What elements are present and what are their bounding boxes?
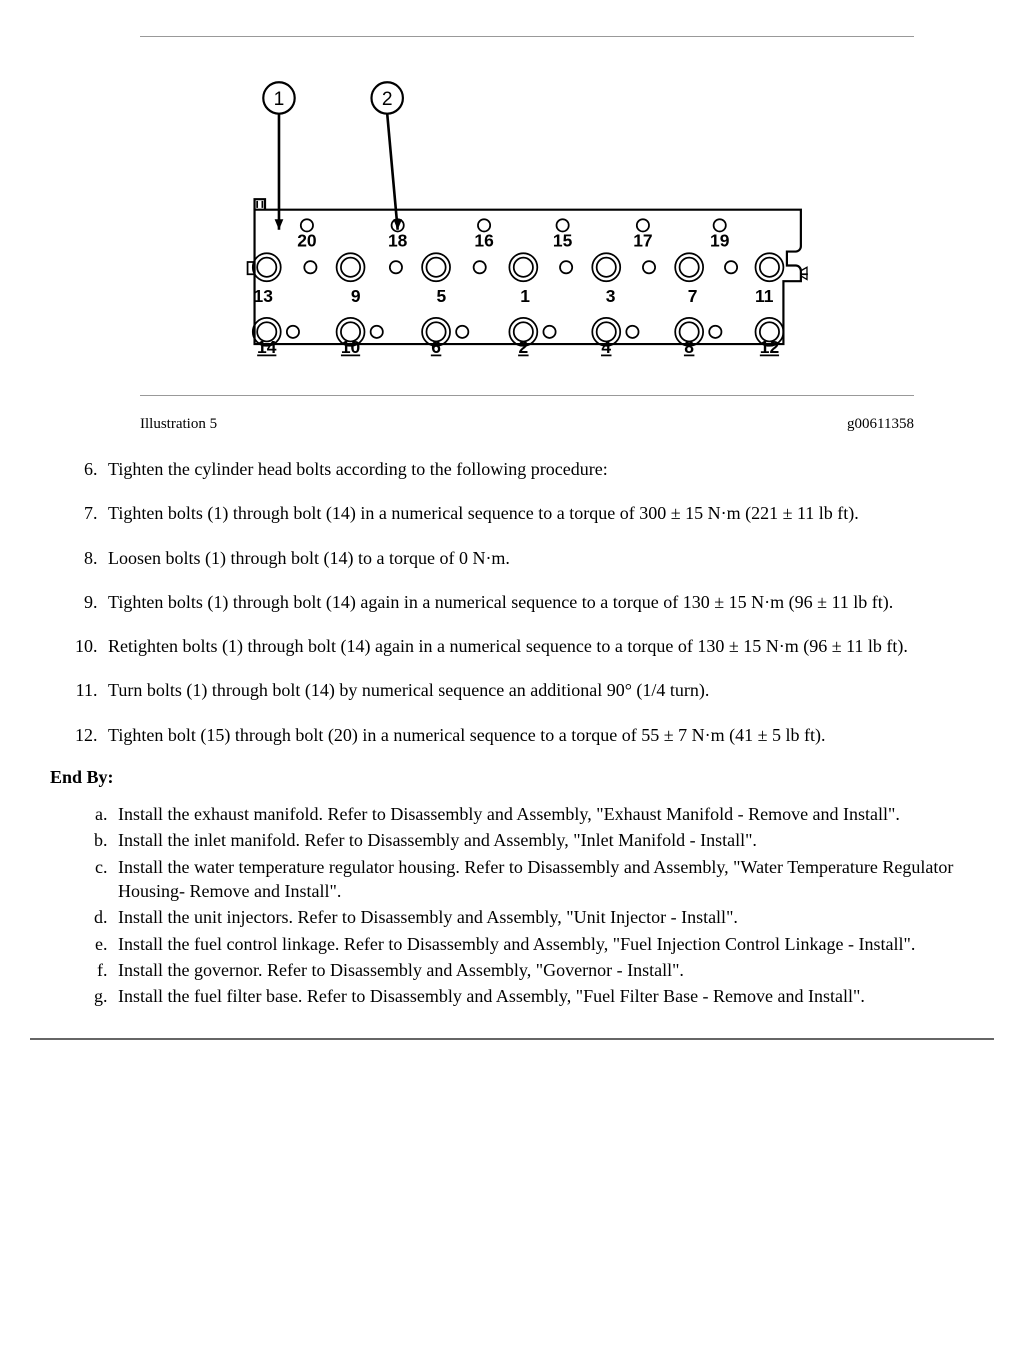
mid-rule <box>140 395 914 396</box>
procedure-steps: Tighten the cylinder head bolts accordin… <box>50 457 974 747</box>
svg-text:1: 1 <box>274 89 285 110</box>
svg-text:19: 19 <box>710 230 730 250</box>
svg-text:16: 16 <box>474 230 494 250</box>
svg-text:17: 17 <box>633 230 652 250</box>
svg-text:2: 2 <box>518 337 528 357</box>
top-rule <box>140 36 914 37</box>
bolt-sequence-diagram: 122018161517191395137111410624812 <box>202 77 822 365</box>
bottom-rule <box>30 1038 994 1040</box>
svg-text:8: 8 <box>684 337 694 357</box>
procedure-step: Tighten bolt (15) through bolt (20) in a… <box>102 723 974 747</box>
svg-text:20: 20 <box>297 230 316 250</box>
end-by-item: Install the unit injectors. Refer to Dis… <box>112 905 974 929</box>
end-by-item: Install the water temperature regulator … <box>112 855 974 904</box>
procedure-step: Tighten bolts (1) through bolt (14) in a… <box>102 501 974 525</box>
svg-text:13: 13 <box>254 286 274 306</box>
svg-text:3: 3 <box>606 286 616 306</box>
svg-text:12: 12 <box>760 337 779 357</box>
svg-text:6: 6 <box>431 337 441 357</box>
end-by-item: Install the governor. Refer to Disassemb… <box>112 958 974 982</box>
svg-text:15: 15 <box>553 230 573 250</box>
end-by-list: Install the exhaust manifold. Refer to D… <box>60 802 974 1008</box>
svg-text:5: 5 <box>436 286 446 306</box>
procedure-step: Retighten bolts (1) through bolt (14) ag… <box>102 634 974 658</box>
svg-text:2: 2 <box>382 89 393 110</box>
end-by-item: Install the exhaust manifold. Refer to D… <box>112 802 974 826</box>
procedure-step: Loosen bolts (1) through bolt (14) to a … <box>102 546 974 570</box>
end-by-item: Install the fuel filter base. Refer to D… <box>112 984 974 1008</box>
end-by-item: Install the fuel control linkage. Refer … <box>112 932 974 956</box>
end-by-item: Install the inlet manifold. Refer to Dis… <box>112 828 974 852</box>
svg-text:10: 10 <box>341 337 360 357</box>
svg-text:4: 4 <box>601 337 611 357</box>
caption-right: g00611358 <box>847 416 914 433</box>
svg-text:1: 1 <box>520 286 530 306</box>
procedure-step: Tighten bolts (1) through bolt (14) agai… <box>102 590 974 614</box>
svg-text:9: 9 <box>351 286 361 306</box>
procedure-step: Turn bolts (1) through bolt (14) by nume… <box>102 678 974 702</box>
end-by-heading: End By: <box>50 767 974 788</box>
svg-text:14: 14 <box>257 337 277 357</box>
caption-left: Illustration 5 <box>140 416 217 433</box>
svg-text:11: 11 <box>755 286 774 306</box>
diagram-svg: 122018161517191395137111410624812 <box>202 77 822 365</box>
svg-text:18: 18 <box>388 230 408 250</box>
illustration-caption: Illustration 5 g00611358 <box>140 416 914 433</box>
svg-text:7: 7 <box>688 286 698 306</box>
procedure-step: Tighten the cylinder head bolts accordin… <box>102 457 974 481</box>
